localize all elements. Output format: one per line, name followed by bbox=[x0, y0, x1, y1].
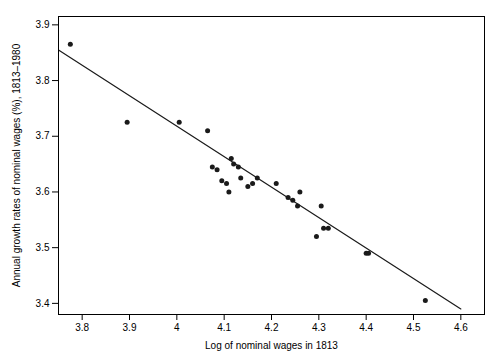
svg-text:4.6: 4.6 bbox=[454, 322, 468, 333]
svg-text:Log of nominal wages in 1813: Log of nominal wages in 1813 bbox=[205, 340, 338, 351]
svg-text:4.4: 4.4 bbox=[359, 322, 373, 333]
svg-text:3.5: 3.5 bbox=[36, 242, 50, 253]
svg-text:3.6: 3.6 bbox=[36, 186, 50, 197]
svg-text:Annual growth rates of nominal: Annual growth rates of nominal wages (%)… bbox=[11, 43, 22, 287]
svg-text:3.9: 3.9 bbox=[36, 19, 50, 30]
svg-text:4.5: 4.5 bbox=[407, 322, 421, 333]
svg-text:3.7: 3.7 bbox=[36, 130, 50, 141]
svg-text:4.3: 4.3 bbox=[312, 322, 326, 333]
svg-text:3.8: 3.8 bbox=[36, 75, 50, 86]
svg-text:3.9: 3.9 bbox=[123, 322, 137, 333]
svg-text:4: 4 bbox=[174, 322, 180, 333]
svg-text:4.2: 4.2 bbox=[265, 322, 279, 333]
svg-text:3.8: 3.8 bbox=[75, 322, 89, 333]
svg-text:4.1: 4.1 bbox=[217, 322, 231, 333]
svg-text:3.4: 3.4 bbox=[36, 298, 50, 309]
